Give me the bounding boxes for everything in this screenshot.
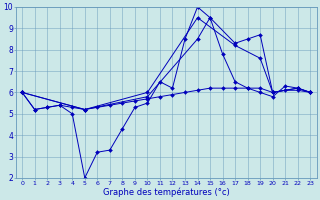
X-axis label: Graphe des températures (°c): Graphe des températures (°c)	[103, 187, 229, 197]
